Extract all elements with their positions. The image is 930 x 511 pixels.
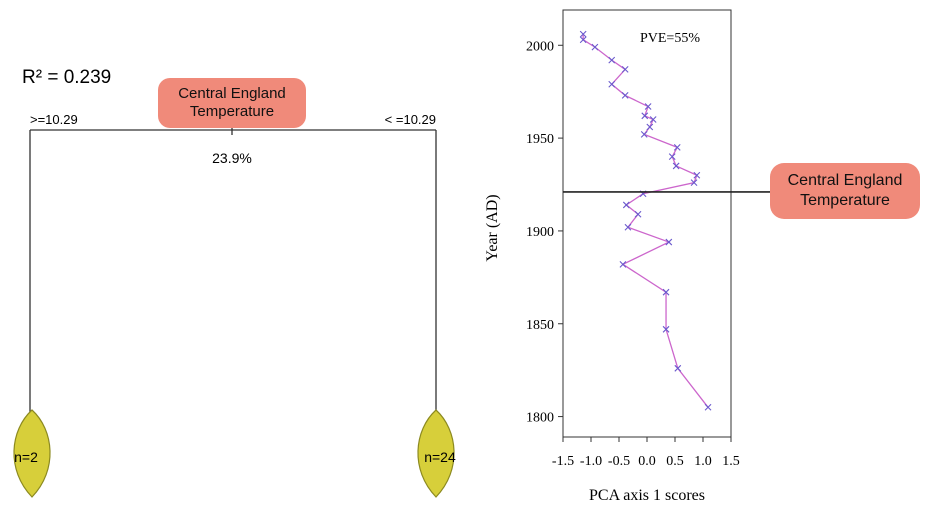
- data-point: [621, 66, 629, 73]
- plot-frame: [562, 9, 732, 438]
- data-point: [579, 30, 587, 38]
- data-point: [665, 238, 673, 246]
- r2-label: R² = 0.239: [22, 67, 111, 88]
- y-tick-label: 2000: [526, 39, 554, 54]
- leaf: [417, 409, 455, 498]
- data-point: [672, 162, 680, 170]
- percent: 23.9%: [212, 150, 252, 166]
- data-point: [693, 171, 701, 179]
- data-point: [640, 130, 648, 138]
- data-point: [608, 80, 616, 88]
- y-tick-label: 1950: [526, 132, 554, 147]
- y-tick-label: 1850: [526, 318, 554, 333]
- data-point: [690, 179, 698, 187]
- x-tick-label: 1.0: [694, 454, 712, 469]
- data-point: [704, 403, 712, 411]
- data-point: [644, 103, 652, 110]
- plot: -1.5 -1.0 -0.5 0.0 0.5 1.0 1.5 1800 1850 1900 1950…: [526, 30, 772, 469]
- data-point: [673, 143, 681, 151]
- x-tick-label: 1.5: [722, 454, 740, 469]
- split-label-box: [770, 163, 920, 219]
- annotation: PVE=55%: [640, 31, 700, 46]
- data-point: [608, 56, 616, 64]
- data-point: [622, 201, 630, 209]
- root-node-label-box: Central England Temperature: [178, 85, 286, 120]
- data-point: [624, 223, 632, 231]
- leaf: [13, 409, 51, 498]
- x-tick-label: -1.5: [552, 454, 574, 469]
- y-axis-label: Year (AD): [484, 194, 501, 261]
- x-tick-label: -1.0: [580, 454, 602, 469]
- data-line: [582, 34, 709, 408]
- data-point: [662, 325, 670, 333]
- leaf-label: n=2: [14, 449, 38, 465]
- left-split: >=10.29: [30, 112, 78, 127]
- data-point: [634, 210, 642, 218]
- data-point: [619, 260, 627, 268]
- split-label-wrap: Central England Temperature: [787, 172, 903, 209]
- data-point: [591, 43, 599, 51]
- x-tick-label: -0.5: [608, 454, 630, 469]
- data-point: [646, 123, 654, 131]
- data-point: [662, 288, 670, 296]
- data-point: [674, 364, 682, 372]
- data-point: [621, 92, 629, 99]
- root-node: [158, 78, 306, 128]
- data-point: [641, 112, 649, 120]
- y-tick-label: 1800: [526, 411, 554, 426]
- x-axis-label: PCA axis 1 scores: [589, 487, 705, 504]
- root-node-label: Central England Temperature: [178, 85, 286, 120]
- leaf-label: n=24: [424, 449, 456, 465]
- y-tick-label: 1900: [526, 225, 554, 240]
- x-tick-label: 0.0: [638, 454, 656, 469]
- data-point: [579, 36, 587, 44]
- split-label: Central England Temperature: [787, 172, 903, 209]
- data-point: [668, 153, 676, 161]
- right-split: < =10.29: [385, 112, 436, 127]
- x-tick-label: 0.5: [666, 454, 684, 469]
- data-point: [649, 116, 657, 123]
